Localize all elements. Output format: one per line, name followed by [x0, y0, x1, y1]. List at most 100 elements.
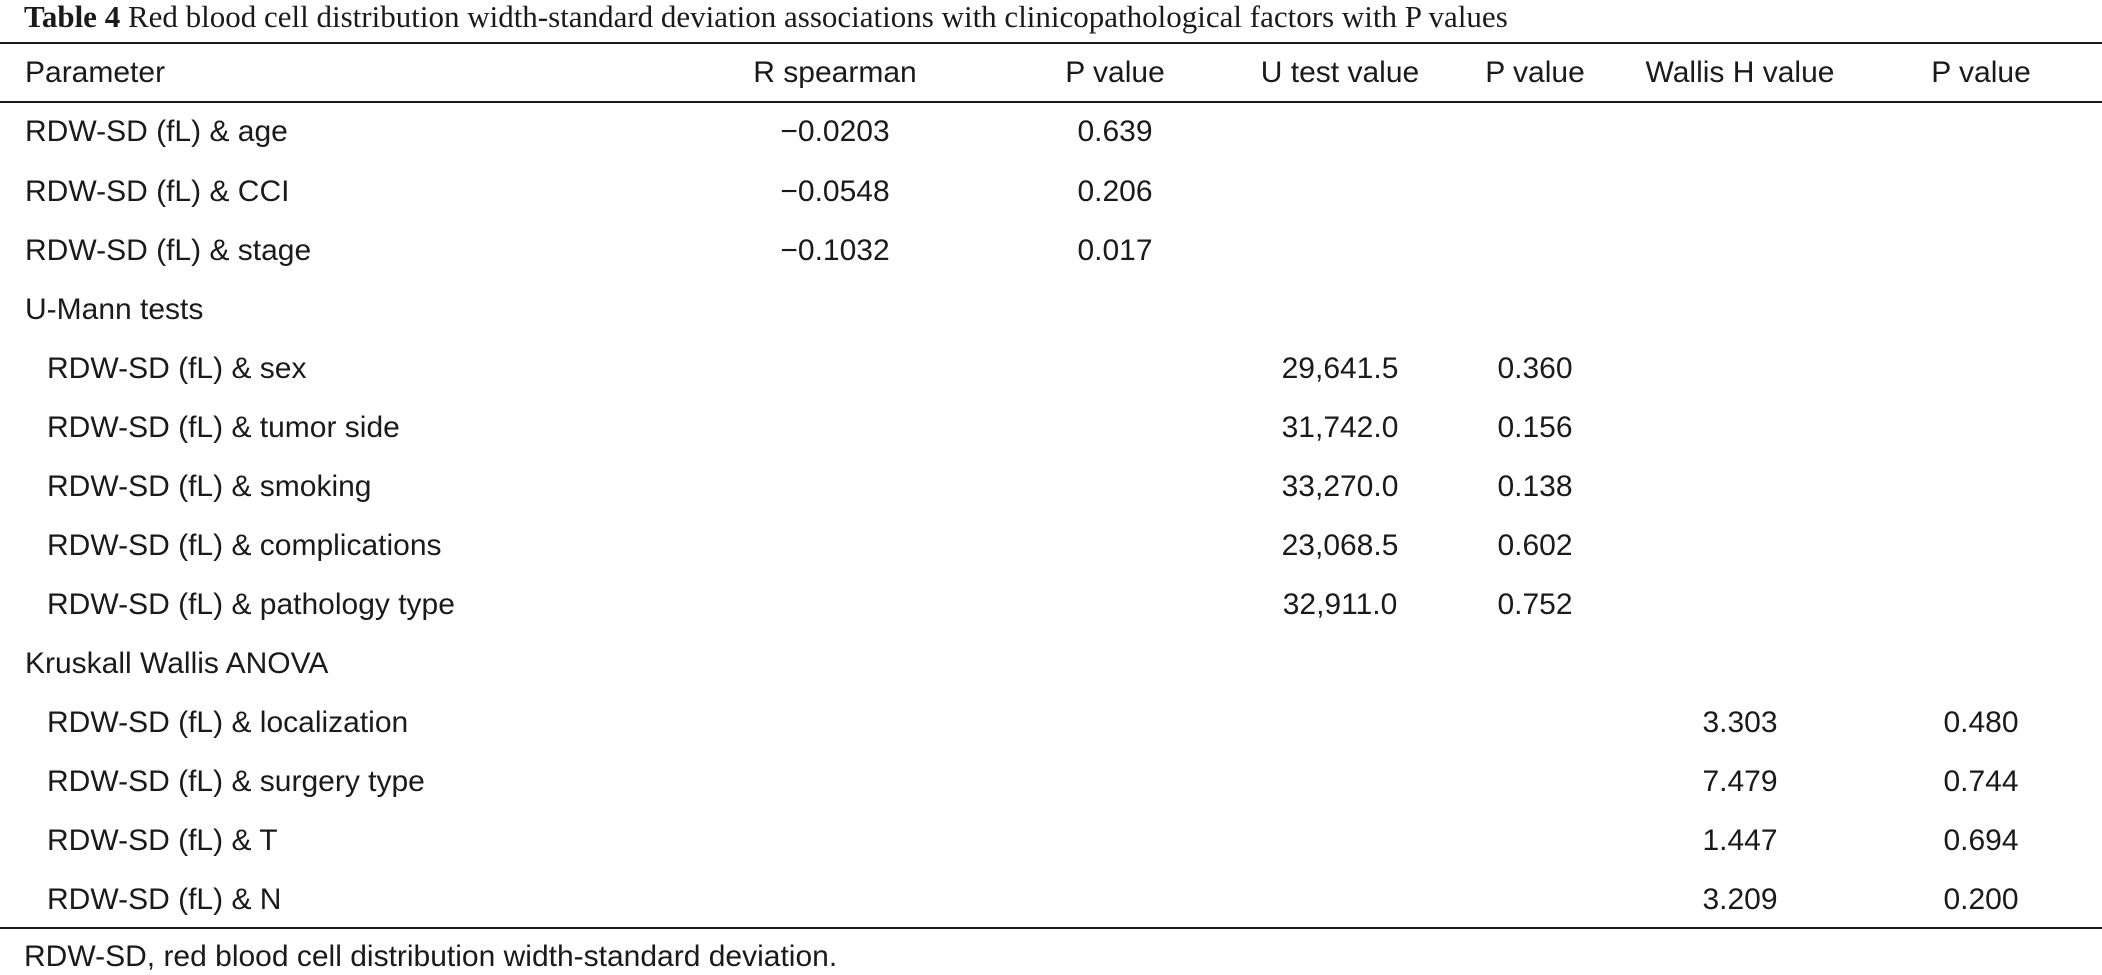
row-label: RDW-SD (fL) & N	[47, 882, 282, 916]
table-header-row: Parameter R spearman P value U test valu…	[0, 44, 2102, 101]
row-label: U-Mann tests	[25, 292, 204, 326]
row-label: RDW-SD (fL) & surgery type	[47, 764, 425, 798]
table-top-rule	[0, 42, 2102, 44]
table-cell	[1000, 339, 1230, 398]
table-cell: 0.156	[1497, 410, 1573, 444]
table-cell	[670, 811, 1000, 870]
table-cell	[1450, 162, 1620, 221]
table-cell	[1620, 634, 1860, 693]
table-cell	[1860, 101, 2102, 162]
table-cell: 0.752	[1497, 587, 1573, 621]
row-label: RDW-SD (fL) & CCI	[25, 174, 290, 208]
column-header-u-test-value: U test value	[1260, 55, 1420, 89]
row-label: RDW-SD (fL) & complications	[47, 528, 442, 562]
row-label: RDW-SD (fL) & localization	[47, 705, 409, 739]
table-cell	[670, 870, 1000, 929]
table-cell	[1000, 516, 1230, 575]
table-row: RDW-SD (fL) & surgery type 7.479 0.744	[0, 752, 2102, 811]
table-cell	[1620, 162, 1860, 221]
table-bottom-rule	[0, 927, 2102, 929]
table-cell: 0.602	[1497, 528, 1573, 562]
table-cell: 0.138	[1497, 469, 1573, 503]
table-caption-text: Red blood cell distribution width-standa…	[127, 0, 1508, 34]
column-header-p-value-wallis: P value	[1931, 55, 2031, 89]
table-cell: −0.0203	[780, 114, 890, 148]
table-cell	[1620, 221, 1860, 280]
table-cell	[1000, 634, 1230, 693]
table-cell: 0.744	[1943, 764, 2019, 798]
table-cell: 32,911.0	[1282, 587, 1398, 621]
table-cell	[1620, 516, 1860, 575]
table-cell: 0.017	[1077, 233, 1153, 267]
table-cell	[1230, 870, 1450, 929]
table-cell: 0.480	[1943, 705, 2019, 739]
row-label: RDW-SD (fL) & sex	[47, 351, 307, 385]
table-cell	[1230, 101, 1450, 162]
table-cell	[1000, 693, 1230, 752]
table-cell: 0.694	[1943, 823, 2019, 857]
table-cell	[1230, 811, 1450, 870]
table-cell	[670, 280, 1000, 339]
table-cell	[670, 634, 1000, 693]
table-row: RDW-SD (fL) & age −0.0203 0.639	[0, 101, 2102, 162]
table-row: RDW-SD (fL) & stage −0.1032 0.017	[0, 221, 2102, 280]
table-caption-label: Table 4	[24, 0, 121, 34]
table-cell	[1000, 457, 1230, 516]
table-cell	[1000, 870, 1230, 929]
table-cell: −0.0548	[780, 174, 890, 208]
table-cell: 3.209	[1702, 882, 1778, 916]
table-body: RDW-SD (fL) & age −0.0203 0.639 RDW-SD (fL)…	[0, 101, 2102, 929]
table-row: RDW-SD (fL) & tumor side 31,742.0 0.156	[0, 398, 2102, 457]
row-label: RDW-SD (fL) & tumor side	[47, 410, 400, 444]
table-cell	[1620, 457, 1860, 516]
table-cell	[1860, 221, 2102, 280]
table-cell	[1450, 221, 1620, 280]
table-row: RDW-SD (fL) & N 3.209 0.200	[0, 870, 2102, 929]
table-row: Kruskall Wallis ANOVA	[0, 634, 2102, 693]
results-table: Parameter R spearman P value U test valu…	[0, 44, 2102, 929]
row-label: Kruskall Wallis ANOVA	[25, 646, 329, 680]
row-label: RDW-SD (fL) & T	[47, 823, 278, 857]
table-cell	[1230, 634, 1450, 693]
table-caption: Table 4 Red blood cell distribution widt…	[24, 0, 1508, 40]
table-cell	[1860, 457, 2102, 516]
table-cell	[1860, 339, 2102, 398]
row-label: RDW-SD (fL) & smoking	[47, 469, 372, 503]
table-cell	[1860, 398, 2102, 457]
table-cell	[1450, 101, 1620, 162]
table-cell	[1860, 516, 2102, 575]
table-cell: 3.303	[1702, 705, 1778, 739]
table-cell	[1450, 870, 1620, 929]
row-label: RDW-SD (fL) & pathology type	[47, 587, 455, 621]
table-row: RDW-SD (fL) & complications 23,068.5 0.602	[0, 516, 2102, 575]
table-cell: 31,742.0	[1281, 410, 1399, 444]
table-cell	[1230, 162, 1450, 221]
column-header-wallis-h-value: Wallis H value	[1645, 55, 1835, 89]
table-row: RDW-SD (fL) & localization 3.303 0.480	[0, 693, 2102, 752]
table-cell: 33,270.0	[1281, 469, 1399, 503]
table-cell	[670, 575, 1000, 634]
row-label: RDW-SD (fL) & age	[25, 114, 288, 148]
table-cell	[1000, 811, 1230, 870]
column-header-p-value-u-test: P value	[1485, 55, 1585, 89]
table-cell	[1620, 339, 1860, 398]
column-header-r-spearman: R spearman	[753, 55, 917, 89]
table-cell	[1230, 221, 1450, 280]
row-label: RDW-SD (fL) & stage	[25, 233, 312, 267]
table-cell	[1450, 693, 1620, 752]
table-cell: 0.639	[1077, 114, 1153, 148]
table-row: RDW-SD (fL) & smoking 33,270.0 0.138	[0, 457, 2102, 516]
table-row: RDW-SD (fL) & pathology type 32,911.0 0.75…	[0, 575, 2102, 634]
table-cell: −0.1032	[780, 233, 890, 267]
column-header-parameter: Parameter	[25, 55, 166, 89]
table-cell	[1000, 752, 1230, 811]
column-header-p-value-spearman: P value	[1065, 55, 1165, 89]
table-cell	[670, 457, 1000, 516]
table-row: RDW-SD (fL) & CCI −0.0548 0.206	[0, 162, 2102, 221]
table-cell	[1450, 752, 1620, 811]
table-cell: 0.206	[1077, 174, 1153, 208]
table-cell	[1450, 280, 1620, 339]
table-cell	[1000, 280, 1230, 339]
table-cell	[1860, 575, 2102, 634]
table-cell	[1000, 575, 1230, 634]
